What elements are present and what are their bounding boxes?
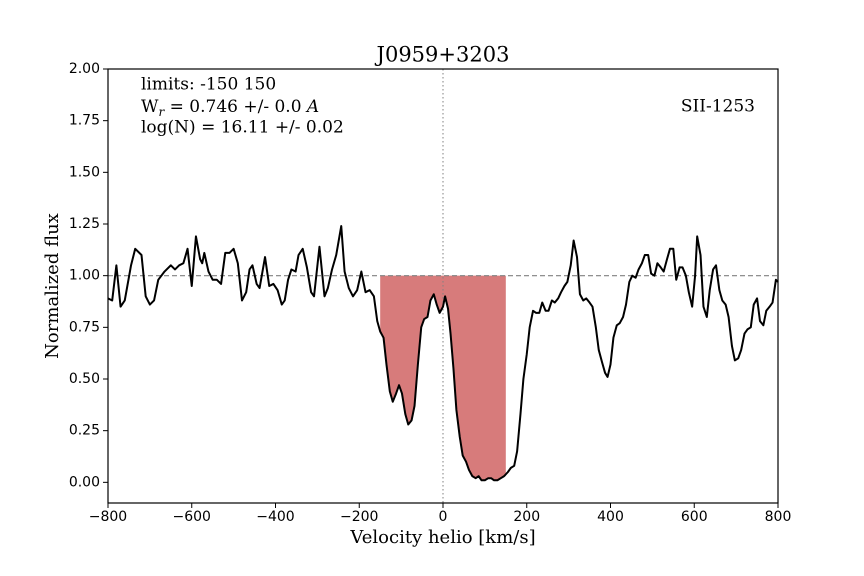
y-tick-label: 2.00 <box>69 61 100 77</box>
y-tick-label: 0.00 <box>69 474 100 490</box>
y-tick-label: 0.50 <box>69 371 100 387</box>
flux-line <box>107 225 779 482</box>
line-id-annotation: SII-1253 <box>681 97 755 117</box>
ew-text: = 0.746 +/- 0.0 <box>164 97 307 117</box>
absorption-fill <box>380 275 506 481</box>
ew-subscript: r <box>158 105 165 119</box>
ew-symbol: W <box>141 97 159 117</box>
x-tick-label: −800 <box>89 509 127 525</box>
column-density-annotation: log(N) = 16.11 +/- 0.02 <box>141 118 344 138</box>
x-tick-label: 800 <box>765 509 792 525</box>
x-tick-label: 200 <box>513 509 540 525</box>
x-axis-label: Velocity helio [km/s] <box>349 527 535 548</box>
x-tick-label: 600 <box>681 509 708 525</box>
x-tick-label: −200 <box>340 509 378 525</box>
x-tick-label: 0 <box>439 509 448 525</box>
y-tick-label: 1.25 <box>69 216 100 232</box>
y-tick-label: 0.75 <box>69 319 100 335</box>
ew-unit: A <box>305 97 319 117</box>
y-tick-label: 1.75 <box>69 113 100 129</box>
y-axis-label: Normalized flux <box>42 213 63 359</box>
x-tick-label: 400 <box>597 509 624 525</box>
equivalent-width-annotation: Wr = 0.746 +/- 0.0 A <box>141 97 319 119</box>
x-tick-label: −400 <box>256 509 294 525</box>
x-tick-label: −600 <box>173 509 211 525</box>
chart-title: J0959+3203 <box>375 43 510 67</box>
y-tick-label: 1.00 <box>69 268 100 284</box>
y-tick-label: 1.50 <box>69 164 100 180</box>
limits-annotation: limits: -150 150 <box>141 75 276 95</box>
y-tick-label: 0.25 <box>69 423 100 439</box>
